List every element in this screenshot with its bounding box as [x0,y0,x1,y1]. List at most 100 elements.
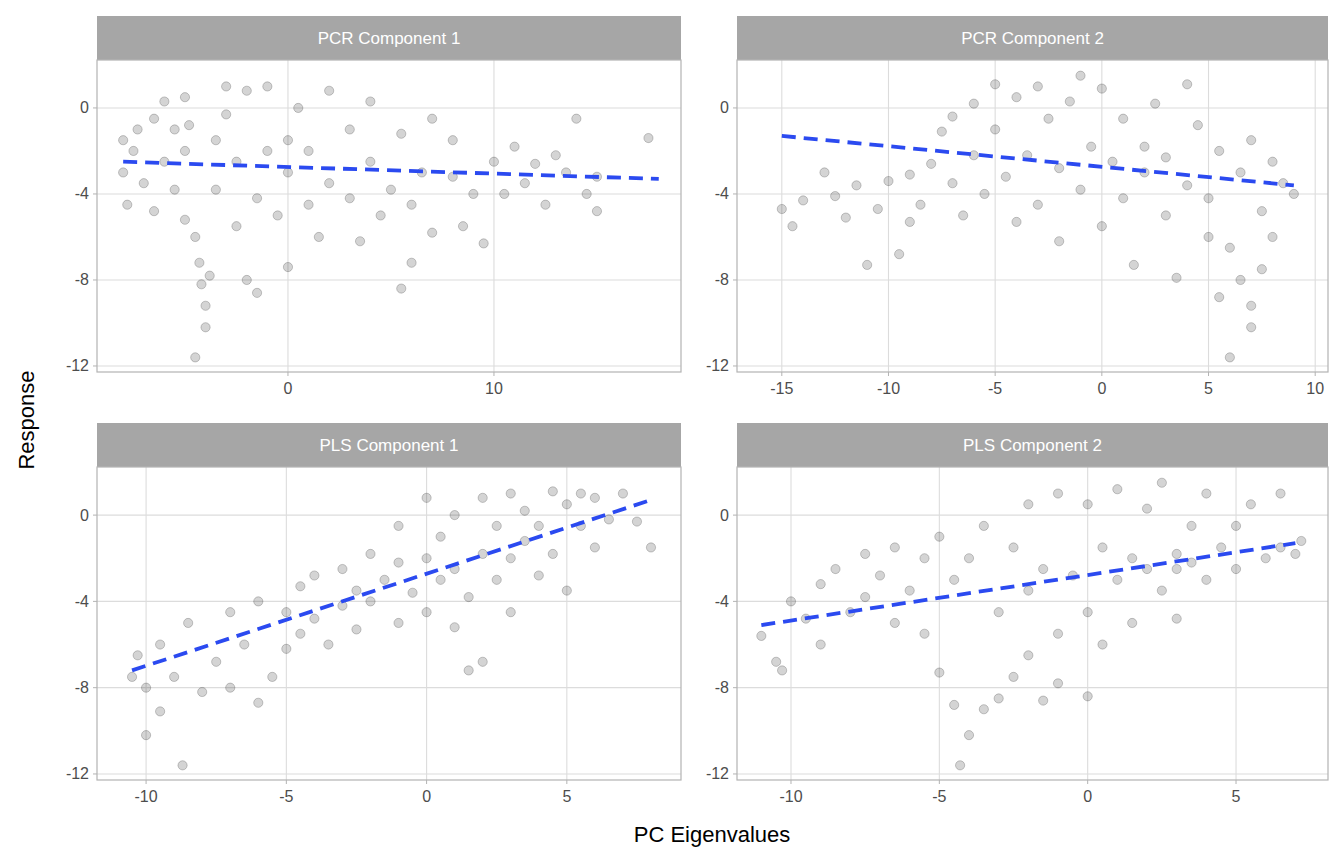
point [129,146,138,155]
point [1140,142,1149,151]
point [180,93,189,102]
point [310,614,319,623]
point [582,189,591,198]
point [1053,679,1062,688]
point [232,222,241,231]
panel: PLS Component 1-12-8-40-10-505 [66,423,681,805]
point [506,554,515,563]
point [1289,189,1298,198]
point [198,687,207,696]
point [254,597,263,606]
point [127,672,136,681]
point [994,694,1003,703]
tick-label: 10 [1306,380,1324,397]
point [123,200,132,209]
point [1193,121,1202,130]
point [1231,521,1240,530]
point [283,168,292,177]
point [1142,504,1151,513]
point [1024,586,1033,595]
tick-label: -8 [75,271,89,288]
point [576,489,585,498]
point [506,489,515,498]
grid-line [97,107,681,108]
point [458,222,467,231]
point [407,258,416,267]
point [1076,185,1085,194]
point [197,280,206,289]
tick-label: -5 [279,788,293,805]
point [1183,181,1192,190]
point [268,672,277,681]
background [0,0,1344,864]
point [895,250,904,259]
point [1033,82,1042,91]
point [920,554,929,563]
point [254,698,263,707]
point [1097,84,1106,93]
point [170,185,179,194]
point [1055,237,1064,246]
point [1268,232,1277,241]
grid-line [493,60,494,372]
point [820,168,829,177]
tick-label: 0 [284,380,293,397]
panel-frame [97,60,681,372]
point [831,192,840,201]
point [935,668,944,677]
point [386,185,395,194]
tick-label: 0 [1083,788,1092,805]
marks [127,487,655,770]
point [141,731,150,740]
point [119,168,128,177]
grid-line [97,687,681,688]
point [1257,265,1266,274]
point [366,157,375,166]
panel-title: PCR Component 1 [318,29,461,48]
point [1161,211,1170,220]
grid-line [737,773,1328,774]
point [520,506,529,515]
point [222,110,231,119]
point [1217,543,1226,552]
point [345,194,354,203]
point [551,151,560,160]
strip [97,423,681,467]
grid-line [737,601,1328,602]
point [777,204,786,213]
point [211,136,220,145]
point [1083,692,1092,701]
tick-label: 0 [422,788,431,805]
point [263,82,272,91]
point [478,493,487,502]
point [184,618,193,627]
point [1157,586,1166,595]
point [816,580,825,589]
point [884,176,893,185]
marks [119,82,659,362]
point [1225,243,1234,252]
point [816,640,825,649]
point [1236,168,1245,177]
point [156,707,165,716]
point [352,625,361,634]
strip [97,16,681,60]
point [263,146,272,155]
point [1119,114,1128,123]
point [489,157,498,166]
tick-label: -4 [715,593,729,610]
point [541,200,550,209]
point [1129,260,1138,269]
point [757,631,766,640]
point [352,586,361,595]
point [205,271,214,280]
point [905,170,914,179]
point [149,114,158,123]
point [1083,608,1092,617]
strip [737,16,1328,60]
point [178,761,187,770]
grid-line [737,107,1328,108]
point [1236,275,1245,284]
trend-line [782,136,1294,185]
point [1204,194,1213,203]
